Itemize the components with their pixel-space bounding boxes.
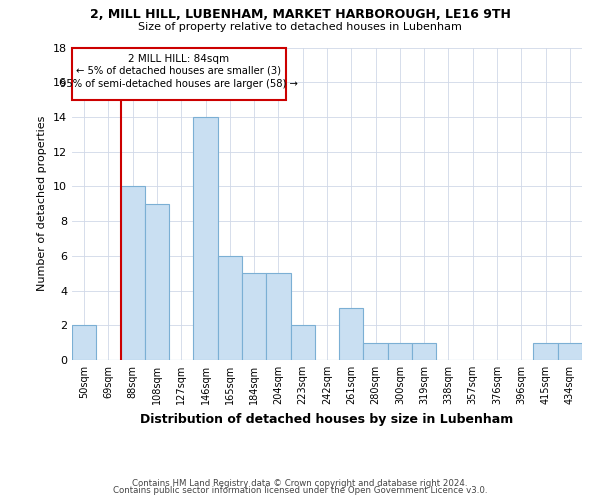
Bar [558, 342, 582, 360]
Bar [388, 342, 412, 360]
Text: Contains public sector information licensed under the Open Government Licence v3: Contains public sector information licen… [113, 486, 487, 495]
Bar [218, 256, 242, 360]
Text: 2, MILL HILL, LUBENHAM, MARKET HARBOROUGH, LE16 9TH: 2, MILL HILL, LUBENHAM, MARKET HARBOROUG… [89, 8, 511, 20]
FancyBboxPatch shape [72, 48, 286, 100]
Bar [193, 117, 218, 360]
Bar [290, 326, 315, 360]
Bar [412, 342, 436, 360]
Bar [121, 186, 145, 360]
Bar [533, 342, 558, 360]
Text: 2 MILL HILL: 84sqm: 2 MILL HILL: 84sqm [128, 54, 229, 64]
Bar [145, 204, 169, 360]
Y-axis label: Number of detached properties: Number of detached properties [37, 116, 47, 292]
Text: Size of property relative to detached houses in Lubenham: Size of property relative to detached ho… [138, 22, 462, 32]
Bar [339, 308, 364, 360]
Bar [364, 342, 388, 360]
Bar [242, 273, 266, 360]
Text: 95% of semi-detached houses are larger (58) →: 95% of semi-detached houses are larger (… [60, 78, 298, 89]
X-axis label: Distribution of detached houses by size in Lubenham: Distribution of detached houses by size … [140, 412, 514, 426]
Text: Contains HM Land Registry data © Crown copyright and database right 2024.: Contains HM Land Registry data © Crown c… [132, 478, 468, 488]
Text: ← 5% of detached houses are smaller (3): ← 5% of detached houses are smaller (3) [76, 66, 281, 76]
Bar [266, 273, 290, 360]
Bar [72, 326, 96, 360]
